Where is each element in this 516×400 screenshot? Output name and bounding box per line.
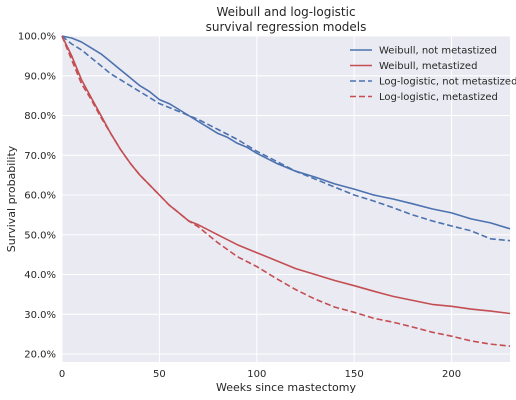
y-tick-label: 100.0% <box>18 32 56 43</box>
x-tick-label: 150 <box>345 369 364 380</box>
y-tick-label: 20.0% <box>24 350 56 361</box>
y-tick-label: 90.0% <box>24 71 56 82</box>
legend-label: Weibull, metastized <box>379 61 477 72</box>
series-line-3 <box>61 35 511 242</box>
y-tick-label: 40.0% <box>24 270 56 281</box>
legend: Weibull, not metastized Weibull, metastiz… <box>350 46 516 103</box>
x-tick-label: 200 <box>442 369 461 380</box>
series-line-4 <box>61 35 511 347</box>
legend-label: Weibull, not metastized <box>379 46 497 57</box>
gridlines <box>61 35 510 362</box>
y-tick-label: 30.0% <box>24 310 56 321</box>
x-tick-label: 50 <box>153 369 166 380</box>
chart-subtitle: survival regression models <box>206 20 367 34</box>
y-tick-label: 60.0% <box>24 191 56 202</box>
legend-label: Log-logistic, metastized <box>379 92 498 103</box>
y-tick-labels: 20.0% 30.0% 40.0% 50.0% 60.0% 70.0% 80.0% 90.0%… <box>18 32 56 361</box>
y-tick-label: 80.0% <box>24 111 56 122</box>
legend-label: Log-logistic, not metastized <box>379 77 516 88</box>
x-tick-label: 100 <box>247 369 266 380</box>
series-line-1 <box>61 35 511 230</box>
series-lines <box>61 35 511 347</box>
y-tick-label: 70.0% <box>24 151 56 162</box>
y-tick-label: 50.0% <box>24 230 56 241</box>
x-tick-labels: 0 50 100 150 200 <box>59 369 461 380</box>
y-axis-label: Survival probability <box>5 145 18 252</box>
x-tick-label: 0 <box>59 369 65 380</box>
chart-title: Weibull and log-logistic <box>216 5 355 19</box>
x-axis-label: Weeks since mastectomy <box>216 381 357 394</box>
